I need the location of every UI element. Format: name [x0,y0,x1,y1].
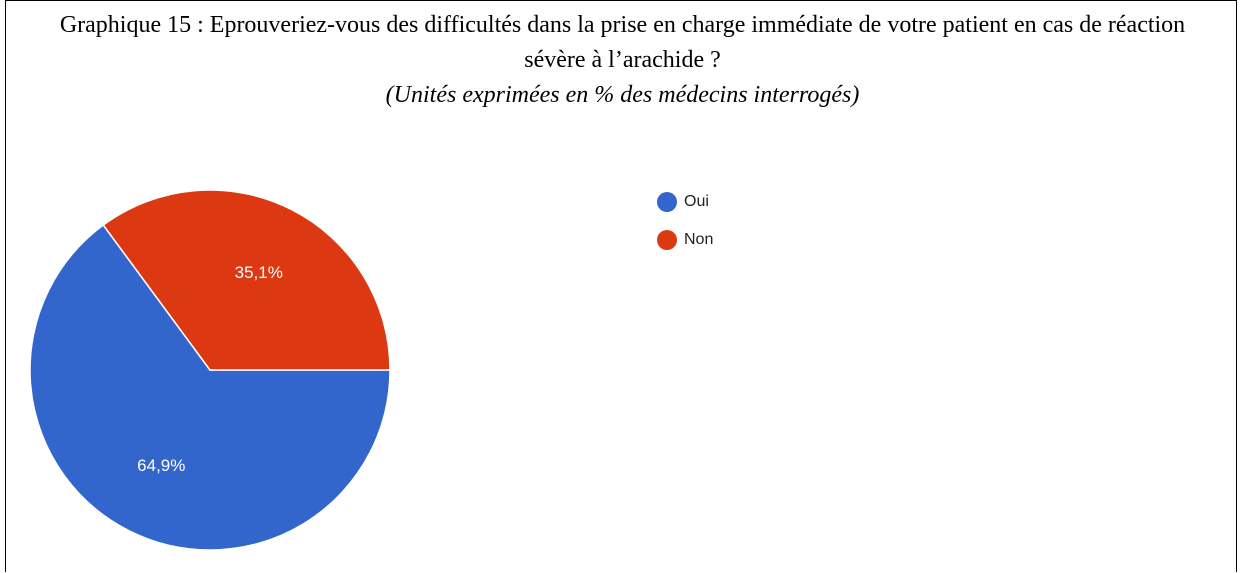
legend-marker [657,192,677,212]
titles: Graphique 15 : Eprouveriez-vous des diff… [30,8,1215,113]
frame [5,0,1237,572]
pie-slice [102,189,391,371]
chart-subtitle: (Unités exprimées en % des médecins inte… [385,82,860,108]
pie-slice [29,223,391,551]
legend-label: Oui [684,193,709,210]
chart-title: Graphique 15 : Eprouveriez-vous des diff… [59,12,1186,73]
slice-label: 64,9% [137,456,185,475]
legend-label: Non [684,231,713,248]
slice-label: 35,1% [235,263,283,282]
legend-marker [657,230,677,250]
